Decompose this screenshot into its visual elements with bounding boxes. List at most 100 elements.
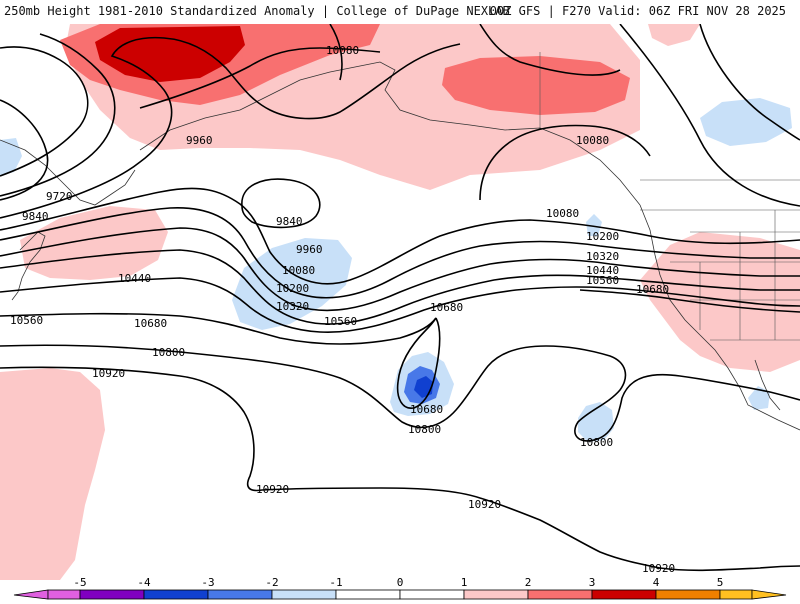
contour-10560 xyxy=(0,277,800,334)
colorbar-swatch-pos5 xyxy=(719,589,753,600)
contour-10080-long xyxy=(0,187,800,285)
colorbar-swatch-neg5 xyxy=(47,589,81,600)
coastline-baja xyxy=(754,359,781,411)
contour-label: 9960 xyxy=(186,134,213,147)
contour-10080-alaska xyxy=(479,124,651,201)
height-contours xyxy=(0,24,800,572)
colorbar-tick: -5 xyxy=(73,578,86,589)
contour-10440 xyxy=(0,249,800,325)
contour-9720 xyxy=(0,46,89,177)
contour-upper-c xyxy=(479,24,621,76)
contour-label: 10440 xyxy=(118,272,151,285)
colorbar-tick: 5 xyxy=(717,578,724,589)
colorbar-tick-labels: -5 -4 -3 -2 -1 0 1 2 3 4 5 xyxy=(73,576,724,589)
contour-label: 10440 xyxy=(586,264,619,277)
contour-label: 9840 xyxy=(276,215,303,228)
contour-9840-closed xyxy=(241,178,321,229)
coastline-alaska xyxy=(139,61,641,206)
contour-label: 10320 xyxy=(586,250,619,263)
colorbar-swatch-pos2 xyxy=(527,589,593,600)
colorbar-tick: 2 xyxy=(525,578,532,589)
contour-10920-upper xyxy=(0,366,661,569)
contour-9960 xyxy=(0,36,461,219)
colorbar-tick: -4 xyxy=(137,578,151,589)
contour-label: 10800 xyxy=(152,346,185,359)
contour-label: 10920 xyxy=(468,498,501,511)
anomaly-area-hudson-bay xyxy=(700,98,792,146)
contour-upper-e xyxy=(699,24,800,141)
contour-label: 10080 xyxy=(326,44,359,57)
anomaly-area-bc-coast xyxy=(586,214,602,236)
anomaly-area-kamchatka xyxy=(0,138,22,176)
contour-label: 10800 xyxy=(408,423,441,436)
colorbar-arrow-left xyxy=(13,589,49,600)
colorbar-swatch-neg4 xyxy=(79,589,145,600)
political-borders xyxy=(539,52,800,341)
colorbar-swatch-zero-pos xyxy=(399,589,465,600)
coastline-japan xyxy=(11,231,46,301)
colorbar-swatch-neg1 xyxy=(271,589,337,600)
anomaly-area-central-pacific xyxy=(232,238,352,330)
colorbar-tick: -3 xyxy=(201,578,214,589)
contour-label: 10680 xyxy=(134,317,167,330)
colorbar-swatch-pos3 xyxy=(591,589,657,600)
colorbar-swatch-zero-neg xyxy=(335,589,401,600)
contour-10680-loop xyxy=(396,317,441,409)
contour-upper-b xyxy=(329,24,343,81)
colorbar-tick: 3 xyxy=(589,578,596,589)
header-bar: 250mb Height 1981-2010 Standardized Anom… xyxy=(0,0,800,24)
colorbar-arrow-right xyxy=(751,589,787,600)
anomaly-colorbar: -5 -4 -3 -2 -1 0 1 2 3 4 5 xyxy=(0,576,800,600)
anomaly-area-alaska-interior xyxy=(442,56,630,115)
contour-label: 10680 xyxy=(636,283,669,296)
colorbar-swatch-pos4 xyxy=(655,589,721,600)
colorbar-tick: 4 xyxy=(653,578,660,589)
colorbar-swatches xyxy=(13,589,787,600)
colorbar-swatch-pos1 xyxy=(463,589,529,600)
contour-label: 10800 xyxy=(580,436,613,449)
contour-labels: 10080 9960 10080 9720 9840 9840 9960 100… xyxy=(10,44,675,575)
anomaly-area-hudson xyxy=(648,24,700,46)
colorbar-swatch-neg3 xyxy=(143,589,209,600)
contour-10800 xyxy=(0,344,800,442)
contour-label: 10320 xyxy=(276,300,309,313)
contour-label: 9720 xyxy=(46,190,73,203)
contour-label: 10560 xyxy=(324,315,357,328)
contour-10080-north xyxy=(139,47,381,109)
contour-upper-d xyxy=(619,24,800,207)
anomaly-map[interactable]: 10080 9960 10080 9720 9840 9840 9960 100… xyxy=(0,24,800,580)
contour-label: 10080 xyxy=(282,264,315,277)
anomaly-area-tropics-west xyxy=(0,368,105,580)
contour-label: 10920 xyxy=(256,483,289,496)
contour-label: 10920 xyxy=(92,367,125,380)
colorbar-tick: -2 xyxy=(265,578,278,589)
contour-label: 9960 xyxy=(296,243,323,256)
map-title: 250mb Height 1981-2010 Standardized Anom… xyxy=(4,4,510,18)
model-run-valid-time: 00Z GFS | F270 Valid: 06Z FRI NOV 28 202… xyxy=(489,4,786,18)
colorbar-tick: -1 xyxy=(329,578,342,589)
contour-label: 10080 xyxy=(546,207,579,220)
contour-label: 10920 xyxy=(642,562,675,575)
contour-10200 xyxy=(0,207,800,299)
contour-10920-lower xyxy=(659,565,800,572)
coastline-pacific-nw xyxy=(639,204,800,431)
contour-label: 10200 xyxy=(276,282,309,295)
contour-label: 10680 xyxy=(410,403,443,416)
colorbar-tick: 0 xyxy=(397,578,404,589)
contour-label: 9840 xyxy=(22,210,49,223)
anomaly-area-japan xyxy=(20,206,168,280)
contour-label: 10560 xyxy=(10,314,43,327)
contour-label: 10200 xyxy=(586,230,619,243)
anomaly-area-east-pacific xyxy=(578,402,614,442)
contour-9840-west xyxy=(0,33,116,197)
colorbar-tick: 1 xyxy=(461,578,468,589)
anomaly-area-baja xyxy=(748,386,770,410)
anomaly-area-us-west xyxy=(640,232,800,372)
contour-label: 10680 xyxy=(430,301,463,314)
colorbar-swatch-neg2 xyxy=(207,589,273,600)
contour-upper-a xyxy=(0,99,49,201)
contour-label: 10560 xyxy=(586,274,619,287)
negative-anomaly-shading xyxy=(0,98,792,442)
positive-anomaly-shading xyxy=(0,24,800,580)
contour-10320 xyxy=(0,227,800,312)
